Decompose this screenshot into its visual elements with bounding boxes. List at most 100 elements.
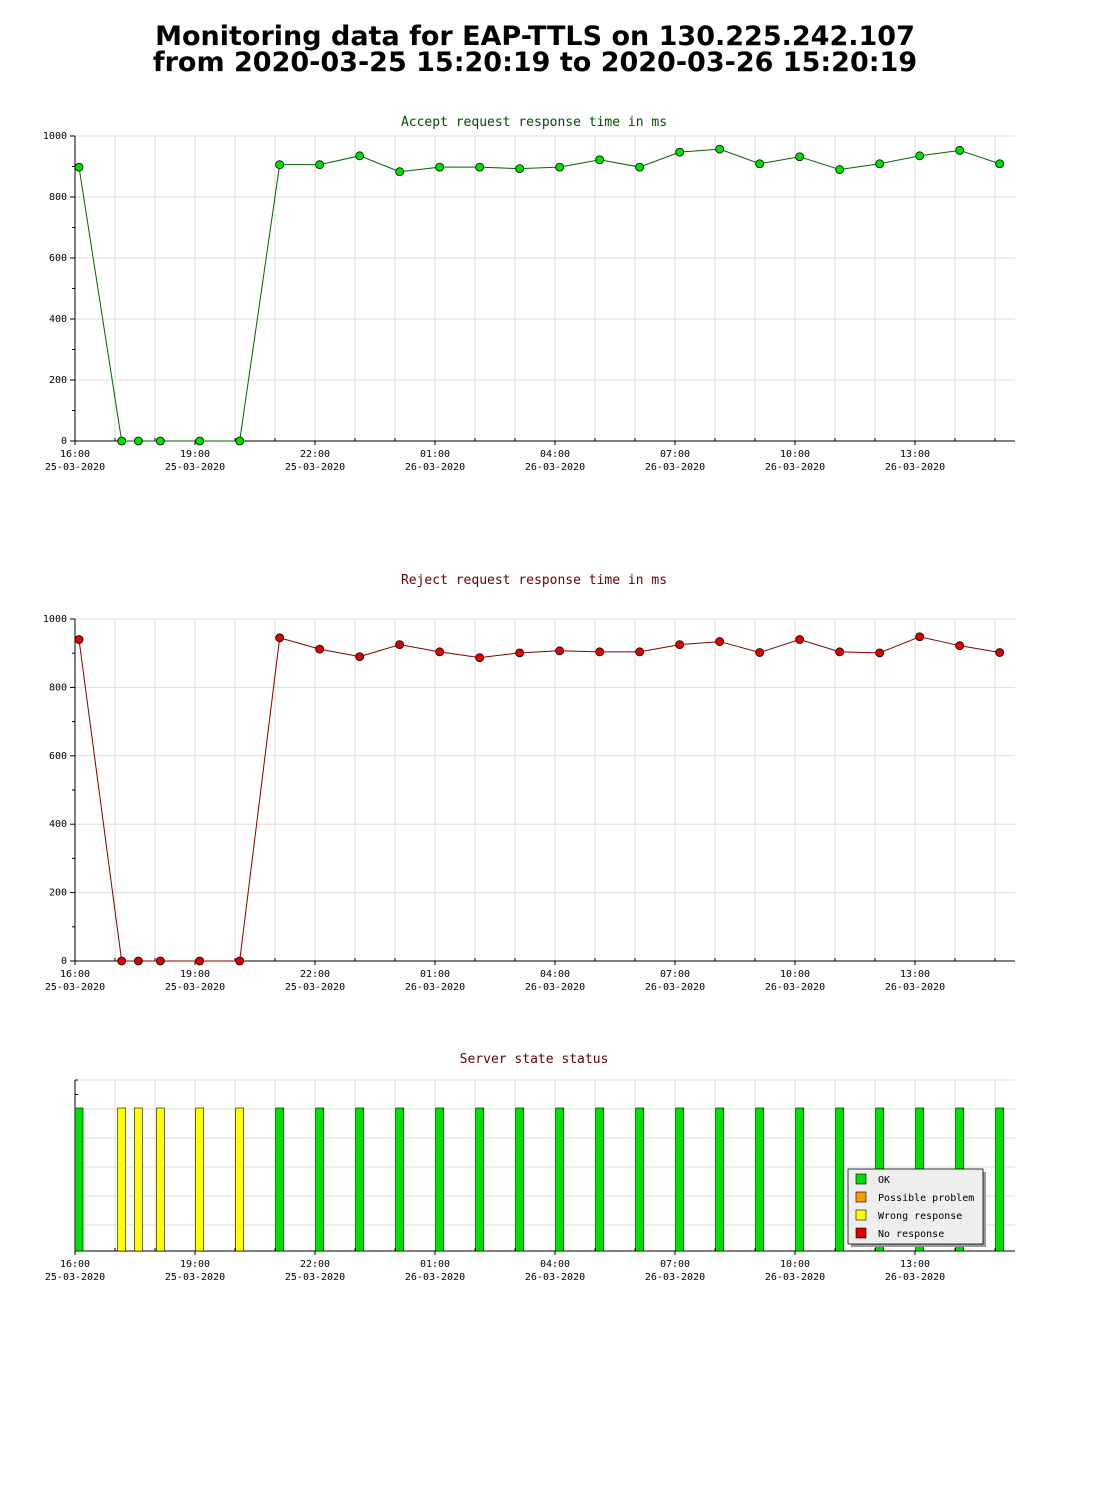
x-tick-label-time: 10:00 [780,969,810,980]
x-tick-label-time: 22:00 [300,1259,330,1270]
data-point [795,152,805,162]
status-bar [715,1107,724,1252]
status-bar [117,1107,126,1252]
x-tick-label-date: 26-03-2020 [405,982,465,993]
x-tick-label-date: 25-03-2020 [165,1272,225,1283]
x-tick-label-date: 26-03-2020 [885,982,945,993]
x-tick-label-date: 25-03-2020 [45,1272,105,1283]
chart-title: Server state status [460,1052,609,1067]
data-point [117,436,127,446]
page-title: Monitoring data for EAP-TTLS on 130.225.… [0,23,1070,78]
data-point [315,644,325,654]
status-bar [235,1107,244,1252]
data-point [195,436,205,446]
x-tick-label-time: 22:00 [300,449,330,460]
x-tick-label-time: 19:00 [180,1259,210,1270]
x-tick-label-date: 26-03-2020 [765,982,825,993]
x-tick-label-date: 25-03-2020 [285,462,345,473]
data-point [915,151,925,161]
x-tick-label-date: 26-03-2020 [765,1272,825,1283]
data-point [595,155,605,165]
data-point [555,646,565,656]
data-point [755,648,765,657]
data-point [74,162,84,172]
legend-label: Wrong response [878,1211,962,1222]
data-point [395,640,405,650]
x-tick-label-date: 25-03-2020 [45,982,105,993]
data-point [475,653,485,663]
y-tick-label: 400 [49,314,67,325]
status-bar [675,1107,684,1252]
x-tick-label-time: 22:00 [300,969,330,980]
legend-swatch [855,1173,867,1185]
data-point [235,436,245,446]
x-tick-label-date: 25-03-2020 [45,462,105,473]
data-point [675,147,685,157]
data-point [74,635,84,644]
x-tick-label-time: 16:00 [60,1259,90,1270]
y-tick-label: 200 [49,375,67,386]
data-point [355,151,365,161]
x-tick-label-time: 16:00 [60,969,90,980]
status-bar [275,1107,284,1252]
data-point [555,162,565,172]
data-point [915,632,925,642]
x-tick-label-date: 25-03-2020 [285,1272,345,1283]
status-bar [835,1107,844,1252]
data-point [133,956,143,966]
x-tick-label-time: 04:00 [540,969,570,980]
x-tick-label-time: 07:00 [660,969,690,980]
y-tick-label: 600 [49,751,67,762]
legend-swatch [855,1209,867,1221]
status-bar [995,1107,1004,1252]
status-bar [475,1107,484,1252]
data-point [155,956,165,966]
data-point [875,648,885,658]
x-tick-label-time: 13:00 [900,449,930,460]
data-point [133,436,143,446]
legend-label: OK [878,1175,890,1186]
y-tick-label: 0 [61,436,67,447]
x-tick-label-date: 26-03-2020 [645,982,705,993]
x-tick-label-time: 10:00 [780,449,810,460]
legend-swatch [855,1227,867,1239]
status-bar [595,1107,604,1252]
y-tick-label: 800 [49,682,67,693]
page-title-line-2: from 2020-03-25 15:20:19 to 2020-03-26 1… [152,47,918,78]
data-point [475,162,485,172]
data-point [275,160,285,170]
x-tick-label-date: 26-03-2020 [765,462,825,473]
data-point [515,648,525,658]
data-point [715,144,725,154]
x-tick-label-date: 26-03-2020 [885,462,945,473]
series-line [78,636,1000,962]
x-tick-label-date: 26-03-2020 [405,1272,465,1283]
status-bar [755,1107,764,1252]
data-point [875,159,885,169]
data-point [675,640,685,650]
data-point [715,637,725,646]
data-point [435,647,445,657]
status-bar [195,1107,204,1252]
legend-label: No response [878,1229,944,1240]
data-point [275,633,285,643]
x-tick-label-date: 26-03-2020 [405,462,465,473]
x-tick-label-date: 25-03-2020 [165,982,225,993]
status-bar [355,1107,364,1252]
status-bar [635,1107,644,1252]
data-point [315,160,325,170]
x-tick-label-date: 25-03-2020 [165,462,225,473]
x-tick-label-time: 04:00 [540,1259,570,1270]
data-point [635,162,645,172]
x-tick-label-date: 26-03-2020 [645,1272,705,1283]
y-tick-label: 600 [49,253,67,264]
status-bar [74,1107,84,1252]
data-point [835,647,845,657]
chart-title: Reject request response time in ms [401,573,667,588]
status-bar [156,1107,165,1252]
data-point [755,159,765,169]
status-bar [395,1107,404,1252]
status-bar [795,1107,804,1252]
x-tick-label-date: 26-03-2020 [885,1272,945,1283]
status-bar [134,1107,143,1252]
